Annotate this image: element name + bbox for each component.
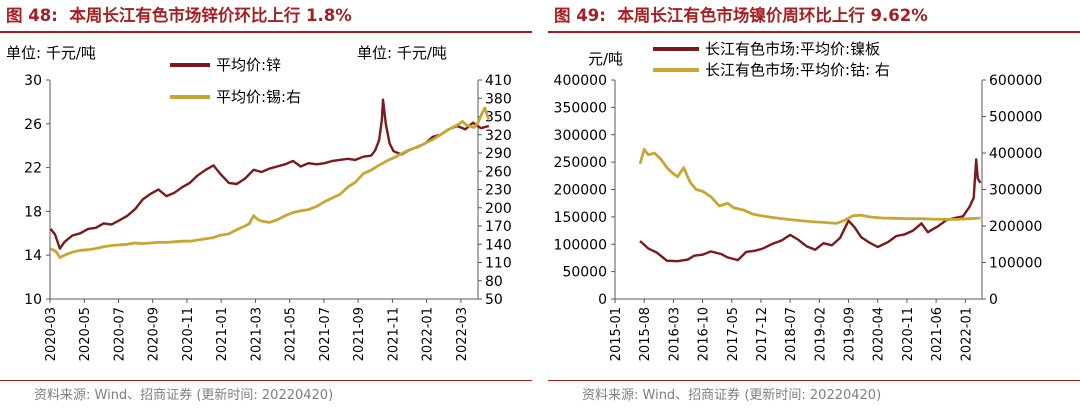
x-tick-label: 2019-09 xyxy=(843,307,858,361)
right-tick-label: 200000 xyxy=(989,219,1042,235)
right-tick-label: 230 xyxy=(485,183,512,199)
left-tick-label: 400000 xyxy=(554,73,607,89)
left-tick-label: 30 xyxy=(24,73,42,89)
right-tick-label: 110 xyxy=(485,256,512,272)
x-tick-label: 2021-11 xyxy=(386,307,401,361)
legend-label-1: 长江有色市场:平均价:镍板 xyxy=(705,40,880,58)
right-tick-label: 380 xyxy=(485,91,512,107)
figure-49-heading: 本周长江有色市场镍价周环比上行 9.62% xyxy=(617,6,928,25)
right-axis-unit: 单位: 千元/吨 xyxy=(357,44,447,62)
x-tick-label: 2020-11 xyxy=(901,307,916,361)
left-tick-label: 250000 xyxy=(554,155,607,171)
left-tick-label: 100000 xyxy=(554,237,607,253)
x-tick-label: 2021-06 xyxy=(930,307,945,361)
x-tick-label: 2020-07 xyxy=(112,307,127,361)
left-axis-unit: 元/吨 xyxy=(588,50,623,68)
right-tick-label: 300000 xyxy=(989,183,1042,199)
x-tick-label: 2021-07 xyxy=(318,307,333,361)
right-tick-label: 50 xyxy=(485,292,503,308)
x-tick-label: 2018-07 xyxy=(784,307,799,361)
figure-48-source: 资料来源: Wind、招商证券 (更新时间: 20220420) xyxy=(34,388,334,403)
legend-label-2: 平均价:锡:右 xyxy=(216,88,301,106)
x-tick-label: 2019-02 xyxy=(813,307,828,361)
left-tick-label: 300000 xyxy=(554,128,607,144)
series-line-2 xyxy=(638,147,981,225)
zinc-tin-price-chart: 10 14 18 22 26 30 50 80 110 140 170 200 230 260 290 320… xyxy=(6,44,512,361)
figure-49-bottom-rule xyxy=(548,380,1080,381)
right-tick-label: 290 xyxy=(485,146,512,162)
left-tick-label: 350000 xyxy=(554,100,607,116)
x-tick-label: 2016-10 xyxy=(697,307,712,361)
figure-49-top-rule xyxy=(548,31,1080,33)
right-tick-label: 320 xyxy=(485,128,512,144)
x-tick-label: 2017-12 xyxy=(755,307,770,361)
right-tick-label: 500000 xyxy=(989,110,1042,126)
figure-48-bottom-rule xyxy=(0,380,532,381)
left-tick-label: 200000 xyxy=(554,183,607,199)
right-tick-label: 170 xyxy=(485,219,512,235)
series-line-2 xyxy=(49,106,491,260)
figure-49-panel: 图 49: 本周长江有色市场镍价周环比上行 9.62% 0 50000 100000… xyxy=(548,0,1080,414)
figure-48-title: 图 48: 本周长江有色市场锌价环比上行 1.8% xyxy=(6,2,526,30)
right-tick-label: 200 xyxy=(485,201,512,217)
series-line-1 xyxy=(639,158,982,263)
figure-49-label: 图 49: xyxy=(554,6,606,25)
x-tick-label: 2016-03 xyxy=(667,307,682,361)
x-tick-label: 2022-01 xyxy=(959,307,974,361)
left-tick-label: 10 xyxy=(24,292,42,308)
right-tick-label: 0 xyxy=(989,292,998,308)
figure-49-source: 资料来源: Wind、招商证券 (更新时间: 20220420) xyxy=(582,388,882,403)
left-tick-label: 14 xyxy=(24,248,42,264)
x-tick-label: 2020-11 xyxy=(181,307,196,361)
figure-48-top-rule xyxy=(0,31,532,33)
left-tick-label: 26 xyxy=(24,117,42,133)
figure-49-title: 图 49: 本周长江有色市场镍价周环比上行 9.62% xyxy=(554,2,1074,30)
left-tick-label: 0 xyxy=(598,292,607,308)
figure-48-label: 图 48: xyxy=(6,6,58,25)
x-tick-label: 2015-01 xyxy=(609,307,624,361)
left-tick-label: 18 xyxy=(24,204,42,220)
right-tick-label: 400000 xyxy=(989,146,1042,162)
x-tick-label: 2015-08 xyxy=(638,307,653,361)
x-tick-label: 2021-05 xyxy=(284,307,299,361)
x-tick-label: 2020-09 xyxy=(147,307,162,361)
right-tick-label: 350 xyxy=(485,110,512,126)
x-tick-label: 2022-03 xyxy=(455,307,470,361)
figure-48-panel: 图 48: 本周长江有色市场锌价环比上行 1.8% 10 14 18 22 26 30 50… xyxy=(0,0,532,414)
right-tick-label: 140 xyxy=(485,237,512,253)
right-tick-label: 80 xyxy=(485,274,503,290)
left-tick-label: 22 xyxy=(24,161,42,177)
right-tick-label: 100000 xyxy=(989,256,1042,272)
x-tick-label: 2020-04 xyxy=(872,307,887,361)
x-tick-label: 2022-01 xyxy=(421,307,436,361)
left-tick-label: 150000 xyxy=(554,210,607,226)
legend-label-2: 长江有色市场:平均价:钴: 右 xyxy=(705,61,890,79)
x-tick-label: 2021-01 xyxy=(215,307,230,361)
left-axis-unit: 单位: 千元/吨 xyxy=(6,44,96,62)
left-tick-label: 50000 xyxy=(562,265,607,281)
nickel-cobalt-price-chart: 0 50000 100000 150000 200000 250000 300000 3500… xyxy=(554,40,1043,361)
right-tick-label: 600000 xyxy=(989,73,1042,89)
x-tick-label: 2021-09 xyxy=(352,307,367,361)
figure-48-heading: 本周长江有色市场锌价环比上行 1.8% xyxy=(69,6,352,25)
legend-label-1: 平均价:锌 xyxy=(216,56,281,74)
x-tick-label: 2017-05 xyxy=(726,307,741,361)
series-line-1 xyxy=(49,98,490,250)
x-tick-label: 2020-05 xyxy=(78,307,93,361)
right-tick-label: 410 xyxy=(485,73,512,89)
x-tick-label: 2020-03 xyxy=(44,307,59,361)
right-tick-label: 260 xyxy=(485,164,512,180)
x-tick-label: 2021-03 xyxy=(249,307,264,361)
